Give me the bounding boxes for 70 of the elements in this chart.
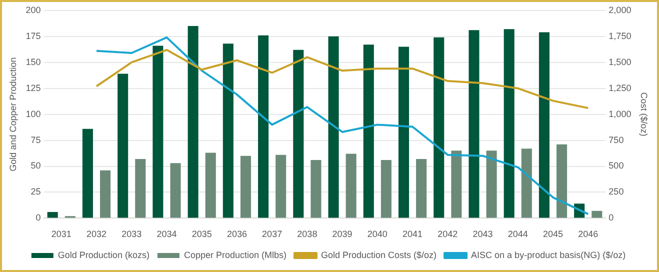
x-tick-label: 2045 xyxy=(542,229,564,240)
bar xyxy=(276,154,286,218)
bar xyxy=(328,36,339,218)
bar xyxy=(380,160,392,218)
y-tick-label: 125 xyxy=(26,82,41,93)
y2-tick-label: 1,500 xyxy=(608,56,632,67)
x-tick-label: 2038 xyxy=(297,229,318,240)
legend-label: Gold Production (kozs) xyxy=(58,250,150,260)
x-tick-label: 2039 xyxy=(332,229,352,240)
y2-tick-label: 250 xyxy=(608,186,624,197)
bar xyxy=(170,163,181,218)
x-tick-label: 2032 xyxy=(86,229,107,240)
legend-label: Gold Production Costs ($/oz) xyxy=(320,250,437,260)
y2-axis-title: Cost ($/oz) xyxy=(639,92,650,136)
bar xyxy=(82,128,93,218)
x-tick-label: 2046 xyxy=(578,229,598,240)
bar xyxy=(47,212,58,218)
y-tick-label: 200 xyxy=(26,4,41,15)
x-tick-label: 2035 xyxy=(192,229,212,240)
x-tick-label: 2033 xyxy=(122,229,142,240)
bar xyxy=(451,150,462,218)
bar xyxy=(222,44,234,218)
y2-tick-label: 1,750 xyxy=(608,30,632,41)
bar xyxy=(592,210,602,218)
legend-label: Copper Production (Mlbs) xyxy=(184,250,286,260)
x-tick-label: 2041 xyxy=(402,229,423,240)
y-tick-label: 175 xyxy=(26,30,41,41)
bar xyxy=(486,150,497,218)
bar xyxy=(310,160,322,218)
x-tick-label: 2031 xyxy=(51,229,72,240)
bar xyxy=(118,74,128,218)
x-tick-label: 2036 xyxy=(226,229,247,240)
legend-label: AISC on a by-product basis(NG) ($/oz) xyxy=(471,250,626,260)
y-tick-label: 75 xyxy=(30,134,41,145)
bar xyxy=(135,158,146,218)
bar xyxy=(346,154,356,218)
x-tick-label: 2037 xyxy=(262,229,282,240)
bar xyxy=(100,170,111,218)
y-tick-label: 25 xyxy=(30,186,41,197)
y2-tick-label: 500 xyxy=(608,160,624,171)
bar xyxy=(293,50,304,218)
y2-tick-label: 750 xyxy=(608,134,624,145)
y-tick-label: 50 xyxy=(30,160,41,171)
bar xyxy=(468,30,480,218)
bar xyxy=(205,152,216,218)
x-tick-label: 2034 xyxy=(156,229,177,240)
bar xyxy=(258,35,269,218)
bar xyxy=(416,158,427,218)
bar xyxy=(521,148,532,218)
x-tick-label: 2044 xyxy=(508,229,528,240)
x-tick-label: 2040 xyxy=(367,229,388,240)
y2-tick-label: 1,000 xyxy=(608,108,632,119)
bar xyxy=(152,46,164,218)
bar xyxy=(538,32,550,218)
bar xyxy=(188,26,198,218)
bar xyxy=(363,44,374,218)
y2-tick-label: 2,000 xyxy=(608,4,632,15)
y2-tick-label: 1,250 xyxy=(608,82,632,93)
bar xyxy=(434,37,444,218)
y-axis-title: Gold and Copper Production xyxy=(8,57,18,172)
y-tick-label: 100 xyxy=(26,108,41,119)
y2-tick-label: 0 xyxy=(608,212,614,223)
bar xyxy=(556,144,568,218)
bar xyxy=(504,29,514,218)
x-tick-label: 2042 xyxy=(438,229,458,240)
y-tick-label: 0 xyxy=(36,212,41,223)
bar xyxy=(398,46,410,218)
x-tick-label: 2043 xyxy=(472,229,493,240)
y-tick-label: 150 xyxy=(26,56,41,67)
bar xyxy=(240,156,252,218)
